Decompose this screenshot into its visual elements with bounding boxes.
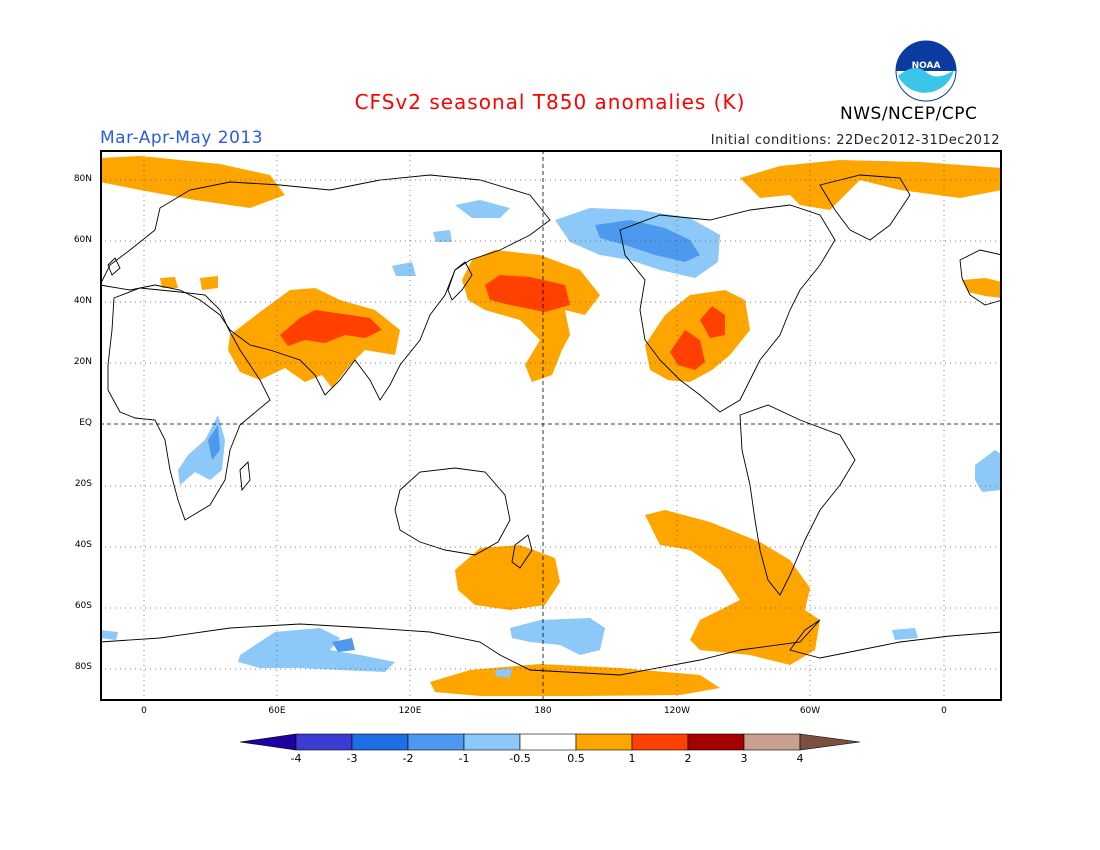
strong-warm-region-north-pacific	[485, 275, 570, 312]
legend-tick-label: 2	[684, 752, 692, 765]
svg-text:NOAA: NOAA	[912, 61, 941, 71]
strong-cold-region-ross	[332, 638, 355, 652]
legend-bins	[240, 733, 861, 751]
lat-label: EQ	[79, 418, 92, 428]
legend-tick-label: 4	[796, 752, 804, 765]
legend-bin-7	[631, 733, 689, 751]
cold-region-south-pacific	[510, 618, 605, 655]
south-america-outline	[739, 404, 856, 596]
lat-label: 60N	[73, 235, 92, 245]
warm-region-western-us	[645, 290, 750, 382]
cold-region-kamchatka	[433, 230, 452, 242]
legend-bin-2	[351, 733, 409, 751]
warm-region-arctic-europe	[100, 156, 285, 208]
lon-label: 120E	[398, 706, 422, 716]
legend-tick-label: -2	[402, 752, 414, 765]
cold-region-weddell	[100, 630, 118, 640]
strong-cold-anomaly-regions	[208, 220, 700, 652]
legend-tick-label: -3	[346, 752, 358, 765]
legend-bin-10	[799, 733, 861, 751]
legend-bin-3	[407, 733, 465, 751]
greenland-outline	[819, 174, 911, 241]
warm-region-arctic-canada	[740, 160, 1002, 210]
lat-label: 20N	[73, 357, 92, 367]
strong-warm-region-us-rockies	[700, 306, 725, 338]
legend-tick-label: -0.5	[509, 752, 531, 765]
legend-tick-label: 3	[740, 752, 748, 765]
legend-bin-9	[743, 733, 801, 751]
agency-label: NWS/NCEP/CPC	[840, 104, 978, 124]
warm-region-greece-small	[200, 276, 218, 290]
lat-label: 40S	[74, 540, 92, 550]
lon-label: 0	[141, 706, 147, 716]
legend-tick-label: 0.5	[567, 752, 585, 765]
cold-region-brazil	[975, 450, 1002, 492]
lat-label: 80S	[74, 662, 92, 672]
lon-label: 60E	[268, 706, 286, 716]
anomaly-map	[100, 150, 1002, 701]
legend-bin-6	[575, 733, 633, 751]
lon-grid	[143, 150, 945, 701]
cold-region-central-asia	[392, 262, 416, 276]
continent-outlines	[100, 174, 1002, 676]
legend-bin-1	[295, 733, 353, 751]
new-zealand-outline	[511, 534, 533, 569]
cold-region-antarctic-indian	[238, 628, 395, 672]
color-legend	[240, 733, 861, 751]
warm-region-new-zealand	[455, 545, 560, 610]
strong-warm-anomaly-regions	[280, 275, 725, 370]
africa-outline	[107, 287, 271, 521]
lat-grid	[100, 179, 1002, 670]
legend-bin-4	[463, 733, 521, 751]
lat-label: 40N	[73, 296, 92, 306]
map-title: CFSv2 seasonal T850 anomalies (K)	[354, 90, 746, 114]
legend-tick-label: -4	[290, 752, 302, 765]
strong-warm-region-iran	[280, 310, 382, 346]
legend-bin-5	[519, 733, 577, 751]
europe-asia-outline	[100, 174, 551, 401]
cold-region-south-atlantic	[892, 628, 918, 640]
legend-tick-labels: -4 -3 -2 -1 -0.5 0.5 1 2 3 4	[0, 752, 1100, 790]
uk-outline	[107, 257, 121, 276]
strong-cold-region-africa	[208, 425, 220, 460]
noaa-logo: NOAA	[895, 40, 957, 102]
legend-bin-0	[240, 733, 297, 751]
warm-region-mediterranean-small	[160, 277, 178, 288]
lat-label: 80N	[73, 174, 92, 184]
antarctica-outline	[100, 619, 1002, 676]
australia-outline	[394, 467, 511, 556]
lat-label: 60S	[74, 601, 92, 611]
lon-label: 60W	[799, 706, 821, 716]
legend-tick-label: 1	[628, 752, 636, 765]
lat-label: 20S	[74, 479, 92, 489]
map-frame	[100, 150, 1002, 701]
strong-warm-region-us-west	[670, 330, 705, 370]
cold-region-kerguelen	[495, 668, 512, 678]
strong-cold-region-alaska	[595, 220, 700, 262]
lon-label: 0	[941, 706, 947, 716]
warm-region-north-pacific	[462, 250, 600, 382]
legend-bin-8	[687, 733, 745, 751]
lon-label: 120W	[663, 706, 691, 716]
initial-conditions-label: Initial conditions: 22Dec2012-31Dec2012	[710, 133, 1000, 148]
warm-region-atlantic-small	[962, 278, 1002, 298]
japan-outline	[447, 261, 473, 301]
season-label: Mar-Apr-May 2013	[100, 128, 264, 148]
europe-west-outline	[959, 249, 1002, 306]
warm-anomaly-regions	[100, 156, 1002, 696]
cold-region-siberia	[455, 200, 510, 218]
legend-tick-label: -1	[458, 752, 470, 765]
warm-region-south-pacific-east	[645, 510, 820, 665]
madagascar-outline	[239, 461, 251, 492]
north-america-outline	[619, 204, 836, 413]
lon-label: 180	[534, 706, 552, 716]
